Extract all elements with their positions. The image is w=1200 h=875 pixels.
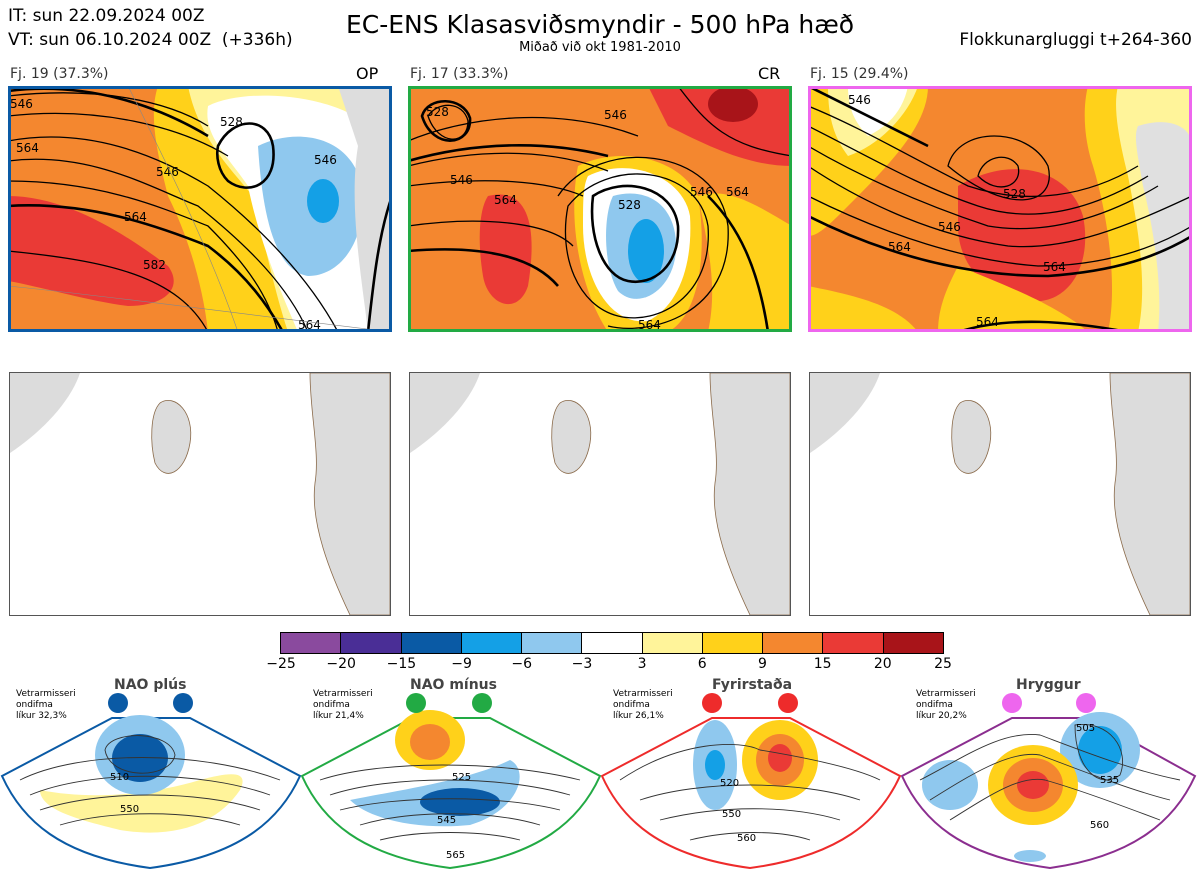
regime-marker bbox=[1002, 693, 1022, 713]
regime-contour-label: 565 bbox=[446, 850, 465, 861]
contour-label: 528 bbox=[426, 105, 449, 119]
regime-marker bbox=[472, 693, 492, 713]
regime-note-nao-minus: Vetrarmisseri ondifma líkur 21,4% bbox=[313, 689, 373, 721]
colorbar-tick-label: 15 bbox=[813, 656, 832, 672]
contour-label: 528 bbox=[1003, 187, 1026, 201]
anomaly-colorbar bbox=[280, 632, 944, 654]
contour-label: 546 bbox=[848, 93, 871, 107]
empty-map-3 bbox=[809, 372, 1191, 616]
panel-1-label: Fj. 19 (37.3%) bbox=[10, 66, 109, 82]
contour-label: 564 bbox=[726, 185, 749, 199]
panel-3-border bbox=[808, 86, 1192, 332]
contour-label: 546 bbox=[156, 165, 179, 179]
colorbar-tick-label: −9 bbox=[451, 656, 472, 672]
regime-marker bbox=[173, 693, 193, 713]
contour-label: 582 bbox=[143, 258, 166, 272]
regime-nao-plus: 510 550 bbox=[0, 693, 302, 870]
colorbar-swatch bbox=[702, 633, 764, 653]
colorbar-tick-label: −3 bbox=[571, 656, 593, 672]
contour-label: 564 bbox=[638, 318, 661, 332]
colorbar-tick-label: 20 bbox=[873, 656, 892, 672]
regime-title-nao-plus: NAO plús bbox=[114, 677, 187, 693]
cluster-map-1: 546 528 546 546 564 582 564 564 bbox=[8, 86, 392, 332]
regime-marker bbox=[108, 693, 128, 713]
init-time: IT: sun 22.09.2024 00Z bbox=[8, 6, 205, 26]
contour-label: 564 bbox=[16, 141, 39, 155]
contour-label: 564 bbox=[494, 193, 517, 207]
colorbar-swatch bbox=[461, 633, 523, 653]
regime-contour-label: 550 bbox=[722, 809, 741, 820]
colorbar-swatch bbox=[281, 633, 342, 653]
regime-note-nao-plus: Vetrarmisseri ondifma líkur 32,3% bbox=[16, 689, 76, 721]
panel-2-border bbox=[408, 86, 792, 332]
regime-title-nao-minus: NAO mínus bbox=[410, 677, 497, 693]
contour-label: 546 bbox=[938, 220, 961, 234]
panel-2-label: Fj. 17 (33.3%) bbox=[410, 66, 509, 82]
regime-row: 510 550 525 545 565 bbox=[0, 680, 1200, 871]
regime-note-blocking: Vetrarmisseri ondifma líkur 26,1% bbox=[613, 689, 673, 721]
cluster-map-3: 546 528 546 564 564 564 bbox=[808, 86, 1192, 332]
regime-ridge: 505 535 560 bbox=[900, 693, 1197, 870]
regime-contour-label: 520 bbox=[720, 778, 739, 789]
contour-label: 564 bbox=[124, 210, 147, 224]
panel-3-label: Fj. 15 (29.4%) bbox=[810, 66, 909, 82]
colorbar-swatch bbox=[823, 633, 884, 653]
valid-time: VT: sun 06.10.2024 00Z (+336h) bbox=[8, 30, 293, 50]
colorbar-tick-label: 25 bbox=[934, 656, 952, 672]
regime-marker bbox=[702, 693, 722, 713]
regime-marker bbox=[1076, 693, 1096, 713]
regime-title-ridge: Hryggur bbox=[1016, 677, 1081, 693]
regime-marker bbox=[778, 693, 798, 713]
contour-label: 564 bbox=[1043, 260, 1066, 274]
colorbar-tick-label: 9 bbox=[757, 656, 767, 672]
regime-contour-label: 560 bbox=[737, 833, 756, 844]
colorbar-swatch bbox=[763, 633, 824, 653]
regime-note-ridge: Vetrarmisseri ondifma líkur 20,2% bbox=[916, 689, 976, 721]
empty-map-1 bbox=[9, 372, 391, 616]
regime-contour-label: 505 bbox=[1076, 723, 1095, 734]
panel-1-tag: OP bbox=[356, 64, 379, 83]
contour-label: 546 bbox=[10, 97, 33, 111]
contour-label: 564 bbox=[976, 315, 999, 329]
regime-blocking: 520 550 560 bbox=[600, 693, 902, 870]
contour-label: 528 bbox=[618, 198, 641, 212]
regime-nao-minus: 525 545 565 bbox=[300, 693, 602, 870]
classification-window: Flokkunargluggi t+264-360 bbox=[959, 30, 1192, 50]
contour-label: 564 bbox=[888, 240, 911, 254]
contour-label: 528 bbox=[220, 115, 243, 129]
regime-contour-label: 550 bbox=[120, 804, 139, 815]
colorbar-tick-label: −20 bbox=[326, 656, 356, 672]
regime-title-blocking: Fyrirstaða bbox=[712, 677, 793, 693]
regime-contour-label: 525 bbox=[452, 772, 471, 783]
colorbar-swatch bbox=[582, 633, 643, 653]
colorbar-tick-label: 6 bbox=[697, 656, 707, 672]
cluster-map-2: 528 546 546 564 528 546 564 564 bbox=[408, 86, 792, 332]
colorbar-tick-label: −6 bbox=[511, 656, 533, 672]
page-title: EC-ENS Klasasviðsmyndir - 500 hPa hæð bbox=[345, 10, 855, 39]
colorbar-tick-label: 3 bbox=[637, 656, 647, 672]
regime-contour-label: 510 bbox=[110, 772, 129, 783]
colorbar-swatch bbox=[341, 633, 402, 653]
regime-marker bbox=[406, 693, 426, 713]
contour-label: 546 bbox=[604, 108, 627, 122]
regime-contour-label: 560 bbox=[1090, 820, 1109, 831]
contour-label: 546 bbox=[450, 173, 473, 187]
page-subtitle: Miðað við okt 1981-2010 bbox=[519, 40, 681, 55]
header-dates: IT: sun 22.09.2024 00Z VT: sun 06.10.202… bbox=[8, 4, 293, 52]
colorbar-swatch bbox=[401, 633, 462, 653]
colorbar-tick-label: −15 bbox=[386, 656, 417, 672]
empty-map-2 bbox=[409, 372, 791, 616]
contour-label: 546 bbox=[690, 185, 713, 199]
colorbar-swatch bbox=[642, 633, 703, 653]
colorbar-tick-label: −25 bbox=[266, 656, 296, 672]
colorbar-swatch bbox=[522, 633, 583, 653]
panel-1-border bbox=[8, 86, 392, 332]
contour-label: 546 bbox=[314, 153, 337, 167]
regime-contour-label: 545 bbox=[437, 815, 456, 826]
colorbar-swatch bbox=[883, 633, 943, 653]
regime-contour-label: 535 bbox=[1100, 775, 1119, 786]
panel-2-tag: CR bbox=[758, 64, 781, 83]
